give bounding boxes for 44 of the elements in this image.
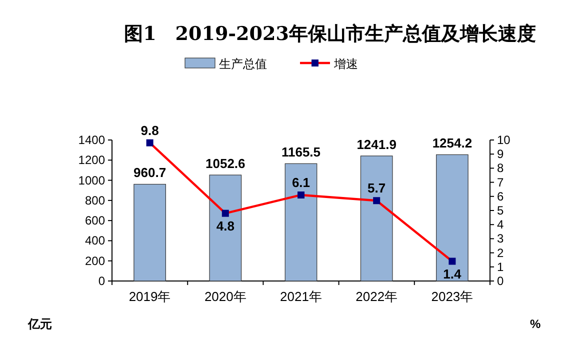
- x-tick-label: 2021年: [280, 289, 322, 304]
- y-tick-label: 200: [84, 254, 106, 268]
- data-label: 9.8: [140, 122, 159, 138]
- chart-title: 图1 2019-2023年保山市生产总值及增长速度: [124, 23, 536, 45]
- bar: [284, 163, 318, 282]
- x-tick-label: 2023年: [431, 289, 474, 304]
- bar: [360, 156, 393, 282]
- y2-tick-label: 3: [497, 232, 504, 246]
- y2-tick-label: 10: [497, 133, 511, 147]
- y2-tick-label: 5: [497, 204, 504, 218]
- bar: [209, 174, 242, 282]
- data-label: 1241.9: [356, 136, 396, 152]
- y2-tick-label: 0: [497, 274, 504, 288]
- y-tick-label: 1200: [78, 153, 106, 168]
- y-tick-label: 600: [84, 214, 106, 228]
- data-label: 1165.5: [281, 144, 321, 160]
- y-axis-title: 亿元: [27, 317, 52, 331]
- y2-tick-label: 8: [497, 161, 504, 176]
- y-tick-label: 1400: [78, 133, 106, 147]
- legend-label: 增速: [333, 57, 358, 71]
- data-label: 960.7: [134, 165, 166, 180]
- x-tick-label: 2020年: [204, 289, 246, 304]
- y2-tick-label: 6: [497, 189, 504, 204]
- y2-tick-label: 7: [497, 175, 504, 190]
- data-label: 1052.6: [206, 156, 246, 171]
- bar: [134, 184, 166, 282]
- y-tick-label: 0: [98, 274, 106, 288]
- data-label: 1.4: [443, 266, 462, 282]
- data-label: 5.7: [368, 180, 386, 196]
- y2-tick-label: 2: [497, 246, 504, 260]
- y2-tick-label: 4: [497, 218, 504, 232]
- y-tick-label: 1000: [78, 173, 106, 188]
- legend-label: 生产总值: [219, 57, 267, 71]
- x-tick-label: 2022年: [356, 289, 398, 304]
- y-tick-label: 400: [84, 234, 106, 248]
- bar: [436, 154, 468, 282]
- data-label: 6.1: [292, 174, 310, 190]
- y-tick-label: 800: [84, 193, 106, 208]
- y2-axis-title: %: [530, 317, 541, 331]
- data-label: 4.8: [216, 218, 234, 234]
- data-label: 1254.2: [432, 136, 472, 151]
- y2-tick-label: 9: [497, 147, 504, 162]
- x-tick-label: 2019年: [128, 289, 171, 304]
- y2-tick-label: 1: [497, 260, 504, 274]
